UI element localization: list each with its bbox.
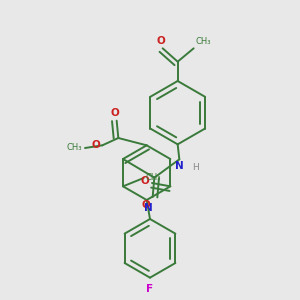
Text: CH₃: CH₃ bbox=[67, 143, 82, 152]
Text: F: F bbox=[146, 284, 154, 294]
Text: O: O bbox=[141, 200, 150, 210]
Text: H: H bbox=[192, 163, 199, 172]
Text: O: O bbox=[157, 36, 165, 46]
Text: CH₃: CH₃ bbox=[195, 37, 211, 46]
Text: N: N bbox=[144, 203, 153, 213]
Text: N: N bbox=[175, 161, 184, 171]
Text: O: O bbox=[141, 176, 149, 186]
Text: CH₃: CH₃ bbox=[145, 173, 161, 182]
Text: O: O bbox=[111, 108, 120, 118]
Text: O: O bbox=[92, 140, 101, 150]
